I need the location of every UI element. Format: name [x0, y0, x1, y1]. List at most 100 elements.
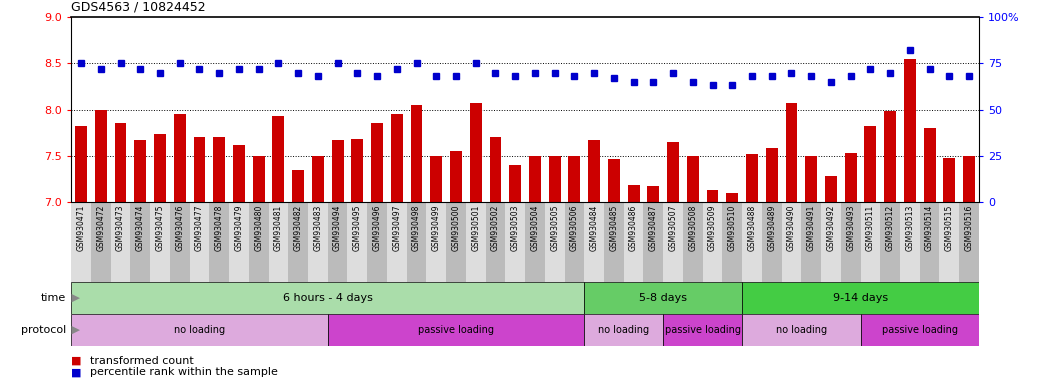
Text: GSM930506: GSM930506 [570, 204, 579, 251]
Bar [150, 202, 170, 282]
Bar [959, 202, 979, 282]
Text: ■: ■ [71, 356, 82, 366]
Text: no loading: no loading [776, 325, 827, 335]
Bar [742, 282, 979, 314]
Bar [272, 116, 285, 202]
Bar [881, 202, 900, 282]
Text: GSM930482: GSM930482 [293, 204, 303, 251]
Bar [722, 202, 742, 282]
Bar [801, 202, 821, 282]
Text: GSM930495: GSM930495 [353, 204, 362, 251]
Bar [466, 202, 486, 282]
Text: GSM930491: GSM930491 [806, 204, 816, 251]
Text: GSM930484: GSM930484 [589, 204, 599, 251]
Bar [727, 193, 738, 202]
Bar [352, 139, 363, 202]
Bar [111, 202, 131, 282]
Bar [134, 140, 147, 202]
Bar [426, 202, 446, 282]
Bar [742, 314, 861, 346]
Text: GSM930480: GSM930480 [254, 204, 263, 251]
Bar [154, 134, 165, 202]
Text: GSM930487: GSM930487 [649, 204, 658, 251]
Bar [762, 202, 782, 282]
Bar [604, 202, 624, 282]
Bar [509, 165, 521, 202]
Text: GSM930483: GSM930483 [313, 204, 322, 251]
Text: GSM930497: GSM930497 [393, 204, 401, 251]
Text: passive loading: passive loading [418, 325, 494, 335]
Bar [663, 202, 683, 282]
Text: GSM930505: GSM930505 [550, 204, 559, 251]
Bar [742, 202, 762, 282]
Text: GSM930494: GSM930494 [333, 204, 342, 251]
Bar [190, 202, 209, 282]
Bar [229, 202, 249, 282]
Bar [628, 185, 640, 202]
Bar [943, 157, 955, 202]
Text: ▶: ▶ [68, 325, 80, 335]
Bar [785, 103, 798, 202]
Text: GSM930486: GSM930486 [629, 204, 638, 251]
Bar [821, 202, 841, 282]
Text: GSM930503: GSM930503 [511, 204, 519, 251]
Bar [114, 123, 127, 202]
Text: GSM930485: GSM930485 [609, 204, 619, 251]
Bar [841, 202, 861, 282]
Text: GSM930507: GSM930507 [669, 204, 677, 251]
Text: GSM930475: GSM930475 [156, 204, 164, 251]
Bar [861, 314, 979, 346]
Bar [549, 156, 560, 202]
Text: GSM930478: GSM930478 [215, 204, 224, 251]
Bar [371, 123, 383, 202]
Text: 9-14 days: 9-14 days [833, 293, 888, 303]
Bar [328, 314, 584, 346]
Text: GSM930481: GSM930481 [274, 204, 283, 251]
Text: GSM930498: GSM930498 [413, 204, 421, 251]
Bar [687, 156, 698, 202]
Bar [647, 186, 660, 202]
Text: GSM930510: GSM930510 [728, 204, 737, 251]
Bar [486, 202, 506, 282]
Bar [805, 156, 817, 202]
Text: 6 hours - 4 days: 6 hours - 4 days [283, 293, 373, 303]
Bar [71, 282, 584, 314]
Bar [292, 170, 304, 202]
Text: GSM930511: GSM930511 [866, 204, 875, 251]
Bar [569, 156, 580, 202]
Text: GSM930477: GSM930477 [195, 204, 204, 251]
Text: GSM930479: GSM930479 [235, 204, 244, 251]
Bar [584, 282, 742, 314]
Bar [900, 202, 919, 282]
Text: GSM930502: GSM930502 [491, 204, 500, 251]
Text: passive loading: passive loading [665, 325, 740, 335]
Bar [544, 202, 564, 282]
Bar [644, 202, 663, 282]
Bar [446, 202, 466, 282]
Bar [332, 140, 343, 202]
Bar [71, 202, 91, 282]
Text: GSM930509: GSM930509 [708, 204, 717, 251]
Bar [288, 202, 308, 282]
Bar [430, 156, 442, 202]
Text: GSM930515: GSM930515 [944, 204, 954, 251]
Bar [707, 190, 718, 202]
Bar [194, 137, 205, 202]
Bar [861, 202, 881, 282]
Text: no loading: no loading [174, 325, 225, 335]
Text: GSM930500: GSM930500 [451, 204, 461, 251]
Text: protocol: protocol [21, 325, 66, 335]
Bar [328, 202, 348, 282]
Bar [963, 156, 975, 202]
Bar [782, 202, 801, 282]
Bar [624, 202, 644, 282]
Bar [865, 126, 876, 202]
Text: GSM930488: GSM930488 [748, 204, 757, 251]
Bar [490, 137, 502, 202]
Text: passive loading: passive loading [882, 325, 958, 335]
Bar [387, 202, 406, 282]
Bar [170, 202, 190, 282]
Bar [584, 202, 604, 282]
Text: GSM930474: GSM930474 [136, 204, 144, 251]
Bar [233, 145, 245, 202]
